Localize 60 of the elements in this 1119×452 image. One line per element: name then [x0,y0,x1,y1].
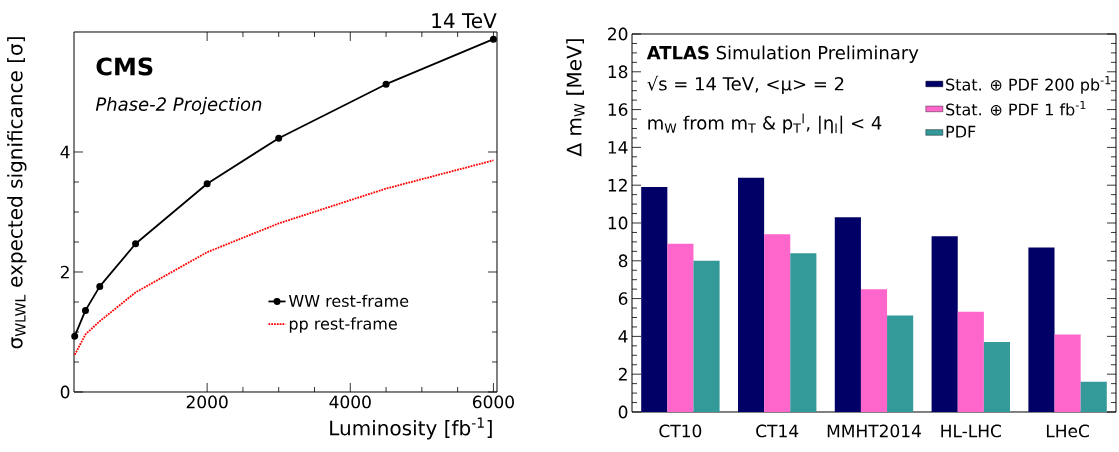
x-tick-label: HL-LHC [941,424,1001,438]
bar [1054,334,1081,412]
bar [887,315,914,412]
bar [790,253,817,412]
x-tick-label: CT14 [756,424,799,438]
point [96,282,104,290]
y-tick-label: 6 [618,292,628,306]
x-tick-label: MMHT2014 [827,424,921,438]
legend-label: pp rest-frame [289,317,397,333]
annotation: CMS [96,57,153,76]
y-tick-label: 10 [608,216,628,230]
x-tick-label: 4000 [329,395,371,409]
bar [931,236,958,412]
bar [693,260,720,412]
x-axis-title: Luminosity [fb$^{-1}$] [330,417,492,440]
y-tick-label: 8 [618,254,628,268]
y-tick-label: 14 [608,141,628,154]
point [71,332,79,340]
bar [834,217,861,412]
y-tick-label: 4 [618,330,628,343]
y-tick-label: 12 [608,178,627,192]
point [489,35,497,43]
x-tick-label: 2000 [186,395,228,409]
line-series [73,159,495,356]
y-tick-label: 0 [618,405,628,419]
text: 14 TeV [432,13,497,29]
x-tick-label: LHeC [1046,424,1089,438]
point [132,240,140,248]
text: m$_{W}$ from m$_{T}$ & p$_{T}$$^{l}$, |η$_{l}$| < 4 [648,113,882,134]
bar [957,311,984,412]
bar [1080,381,1107,412]
point [382,80,390,88]
bar [983,342,1010,412]
y-axis-title: σ$_{WLWL}$ expected significance [σ] [7,37,27,349]
bar [764,234,791,412]
legend-label: Stat. ⊕ PDF 200 pb$^{-1}$ [946,75,1111,94]
legend-label: WW rest-frame [288,294,409,308]
point [203,180,211,188]
point [81,306,89,314]
x-tick-label: CT10 [659,424,702,438]
legend-label: Stat. ⊕ PDF 1 fb$^{-1}$ [946,100,1086,116]
y-axis-title: Δ m$_{W}$ [MeV] [566,39,585,157]
point [275,134,283,142]
bar [1028,247,1055,412]
y-tick-label: 18 [608,65,628,79]
x-tick-label: 6000 [472,395,514,409]
annotation: Phase-2 Projection [95,96,262,115]
bar [641,187,668,412]
y-tick-label: 2 [618,367,627,381]
y-tick-label: 2 [60,265,69,279]
y-tick-label: 0 [60,385,70,399]
y-tick-label: 20 [608,27,628,41]
y-tick-label: 4 [60,145,70,159]
bar [860,289,888,412]
bar [667,243,694,412]
annotation: √s = 14 TeV, <μ> = 2 [647,75,844,95]
annotation: ATLAS Simulation Preliminary [646,45,919,63]
legend-label: PDF [946,125,976,138]
y-tick-label: 16 [608,103,628,117]
bar [738,177,765,412]
